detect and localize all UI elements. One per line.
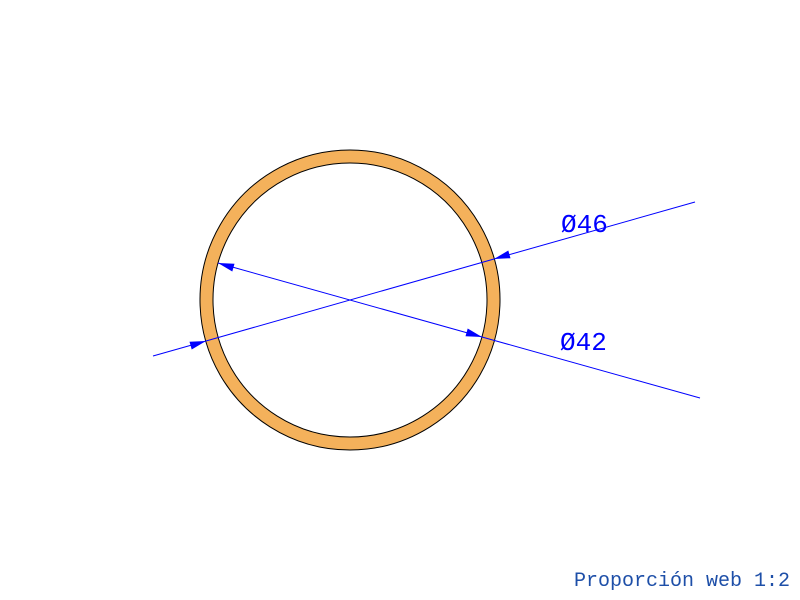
dimension-inner-label: Ø42 — [560, 328, 607, 358]
dimension-inner: Ø42 — [218, 263, 700, 398]
footer-text: Proporción web 1:2 — [574, 570, 790, 593]
dimension-outer-label: Ø46 — [561, 210, 608, 240]
